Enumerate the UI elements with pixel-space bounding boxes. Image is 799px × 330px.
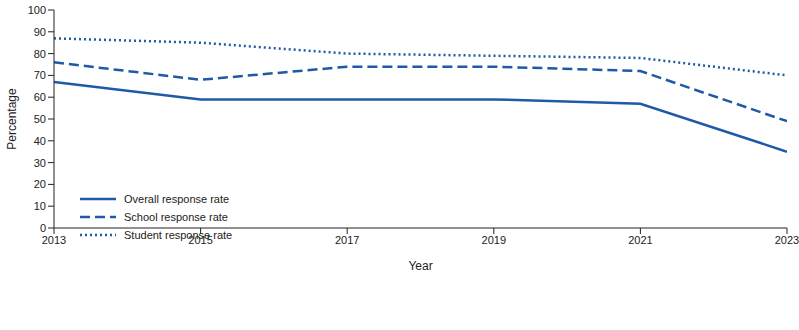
svg-text:50: 50 [34, 113, 46, 125]
svg-text:Year: Year [408, 259, 432, 273]
svg-text:40: 40 [34, 135, 46, 147]
svg-text:2013: 2013 [42, 234, 66, 246]
svg-text:2019: 2019 [482, 234, 506, 246]
svg-text:30: 30 [34, 157, 46, 169]
svg-text:2015: 2015 [188, 234, 212, 246]
svg-text:70: 70 [34, 69, 46, 81]
svg-text:0: 0 [40, 222, 46, 234]
svg-text:90: 90 [34, 26, 46, 38]
svg-text:100: 100 [28, 4, 46, 16]
svg-text:10: 10 [34, 200, 46, 212]
svg-text:Percentage: Percentage [8, 88, 19, 150]
svg-text:2017: 2017 [335, 234, 359, 246]
svg-text:2021: 2021 [628, 234, 652, 246]
svg-text:20: 20 [34, 178, 46, 190]
svg-text:60: 60 [34, 91, 46, 103]
svg-text:80: 80 [34, 48, 46, 60]
svg-text:2023: 2023 [775, 234, 791, 246]
